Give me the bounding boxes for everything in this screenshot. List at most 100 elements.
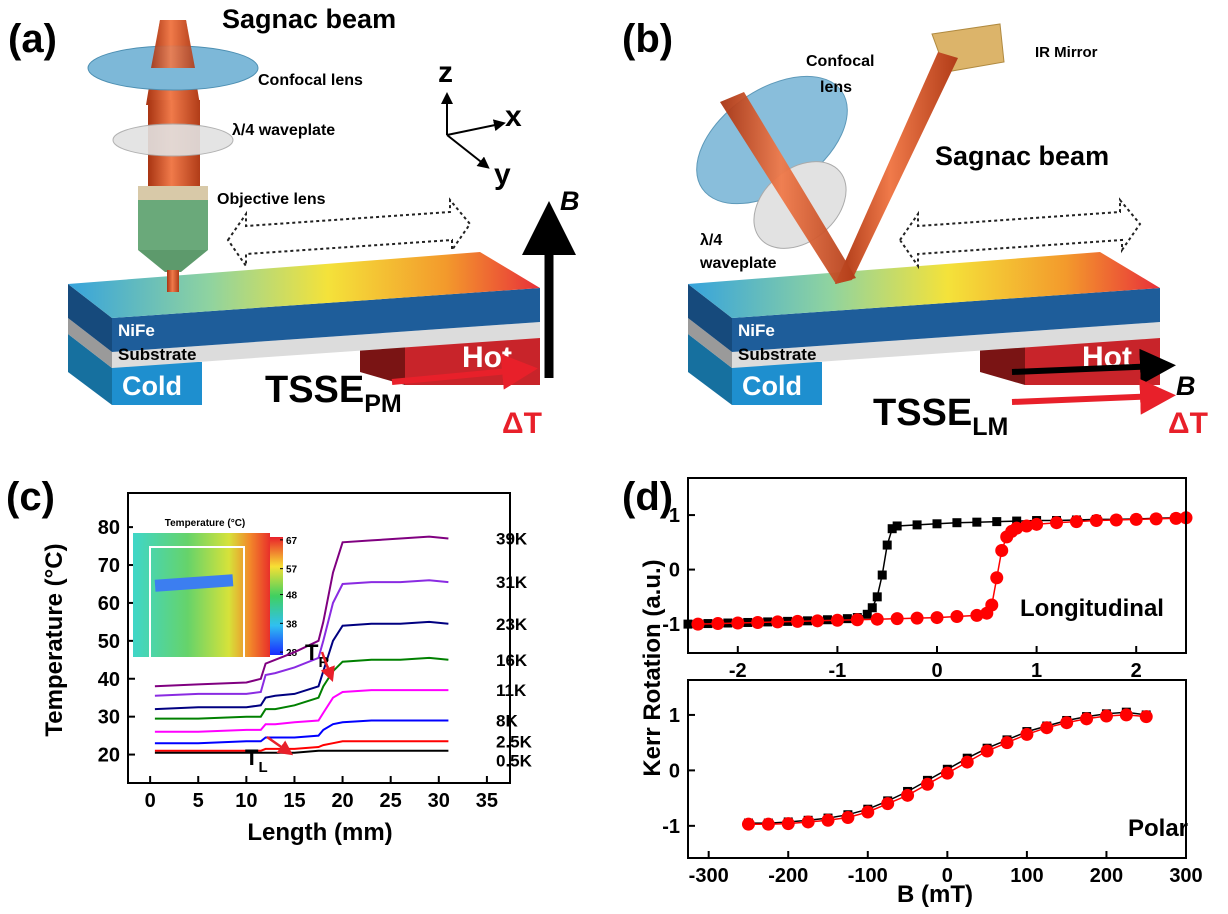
y-axis-label: Temperature (°C) — [41, 543, 68, 736]
layer-label: NiFe — [118, 321, 155, 340]
marker — [985, 599, 998, 612]
y-tick-label: 70 — [98, 555, 120, 577]
x-tick-label: -100 — [848, 865, 888, 887]
panel-label: (d) — [622, 475, 673, 519]
marker — [1020, 728, 1033, 741]
x-tick-label: -1 — [829, 660, 847, 682]
axis-label: x — [505, 100, 522, 133]
colorbar-label: 48 — [286, 591, 298, 602]
x-tick-label: 10 — [235, 790, 257, 812]
page: NiFe Substrate Cold Hot (a) Sagnac beam … — [0, 0, 1228, 909]
y-tick-label: 30 — [98, 707, 120, 729]
label: lens — [820, 79, 852, 96]
inset-image — [133, 533, 270, 657]
x-tick-label: -200 — [768, 865, 808, 887]
marker — [791, 615, 804, 628]
beam-cone — [151, 20, 195, 68]
marker — [941, 767, 954, 780]
marker — [873, 592, 882, 601]
marker — [931, 611, 944, 624]
marker — [1120, 708, 1133, 721]
marker — [1030, 518, 1043, 531]
data-line — [155, 658, 449, 719]
marker — [742, 818, 755, 831]
marker — [952, 518, 961, 527]
marker — [851, 613, 864, 626]
marker — [843, 614, 852, 623]
inset-title: Temperature (°C) — [165, 518, 246, 529]
annotation-sub: L — [258, 759, 267, 776]
series-label: 16K — [496, 651, 528, 670]
objective-tip — [138, 250, 208, 272]
marker — [691, 618, 704, 631]
marker — [1080, 712, 1093, 725]
marker — [1110, 513, 1123, 526]
colorbar-label: 57 — [286, 565, 298, 576]
marker — [1070, 515, 1083, 528]
label: Objective lens — [217, 191, 326, 208]
marker — [731, 617, 744, 630]
y-tick-label: 50 — [98, 631, 120, 653]
x-tick-label: -2 — [729, 660, 747, 682]
marker — [711, 617, 724, 630]
layer-label: Substrate — [738, 345, 816, 364]
objective-ring — [138, 186, 208, 200]
layer-label: NiFe — [738, 321, 775, 340]
x-tick-label: 0 — [145, 790, 156, 812]
x-tick-label: 25 — [380, 790, 402, 812]
marker — [901, 789, 914, 802]
x-tick-label: 30 — [428, 790, 450, 812]
x-axis-label: Length (mm) — [247, 819, 392, 846]
marker — [771, 615, 784, 628]
marker — [921, 778, 934, 791]
label: Sagnac beam — [222, 4, 396, 34]
label: λ/4 — [700, 232, 722, 249]
diagram-a: NiFe Substrate Cold Hot (a) Sagnac beam … — [8, 4, 580, 440]
panel-label: (c) — [6, 475, 55, 519]
annotation-main: T — [305, 640, 319, 665]
y-tick-label: 80 — [98, 517, 120, 539]
marker — [811, 614, 824, 627]
marker — [913, 520, 922, 529]
y-tick-label: 0 — [669, 760, 680, 782]
y-tick-label: -1 — [662, 816, 680, 838]
annotation-main: T — [245, 745, 259, 770]
series-label: 23K — [496, 615, 528, 634]
y-tick-label: 60 — [98, 593, 120, 615]
series-label: 2.5K — [496, 732, 533, 751]
panel-label: (a) — [8, 17, 57, 61]
annotation: Polar — [1128, 815, 1188, 842]
y-axis-label: Kerr Rotation (a.u.) — [639, 559, 666, 776]
marker — [1140, 710, 1153, 723]
mode-main: TSSE — [873, 392, 972, 434]
label: λ/4 waveplate — [232, 122, 335, 139]
marker — [762, 818, 775, 831]
label: Confocal lens — [258, 72, 363, 89]
marker — [1040, 721, 1053, 734]
marker — [822, 814, 835, 827]
marker — [868, 603, 877, 612]
mode-main: TSSE — [265, 369, 364, 411]
diagram-b: NiFe Substrate Cold Hot (b) Confocal len… — [622, 17, 1208, 441]
annotation: Longitudinal — [1020, 595, 1164, 622]
x-axis-label: B (mT) — [897, 881, 973, 908]
marker — [981, 744, 994, 757]
x-tick-label: 2 — [1131, 660, 1142, 682]
marker — [950, 610, 963, 623]
marker — [1050, 516, 1063, 529]
mode-label: TSSELM — [873, 392, 1008, 441]
marker — [992, 517, 1001, 526]
marker — [831, 614, 844, 627]
plot-frame — [688, 680, 1186, 858]
marker — [883, 541, 892, 550]
x-tick-label: 300 — [1169, 865, 1202, 887]
marker — [995, 544, 1008, 557]
label: IR Mirror — [1035, 44, 1098, 61]
series-label: 31K — [496, 573, 528, 592]
label: waveplate — [699, 255, 777, 272]
marker — [841, 811, 854, 824]
data-line — [155, 690, 449, 732]
marker — [802, 815, 815, 828]
